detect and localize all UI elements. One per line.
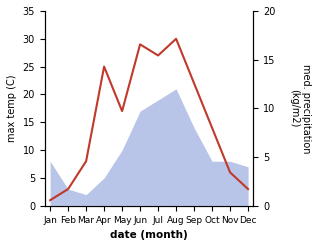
X-axis label: date (month): date (month): [110, 230, 188, 240]
Y-axis label: max temp (C): max temp (C): [7, 75, 17, 142]
Y-axis label: med. precipitation
(kg/m2): med. precipitation (kg/m2): [289, 64, 311, 153]
